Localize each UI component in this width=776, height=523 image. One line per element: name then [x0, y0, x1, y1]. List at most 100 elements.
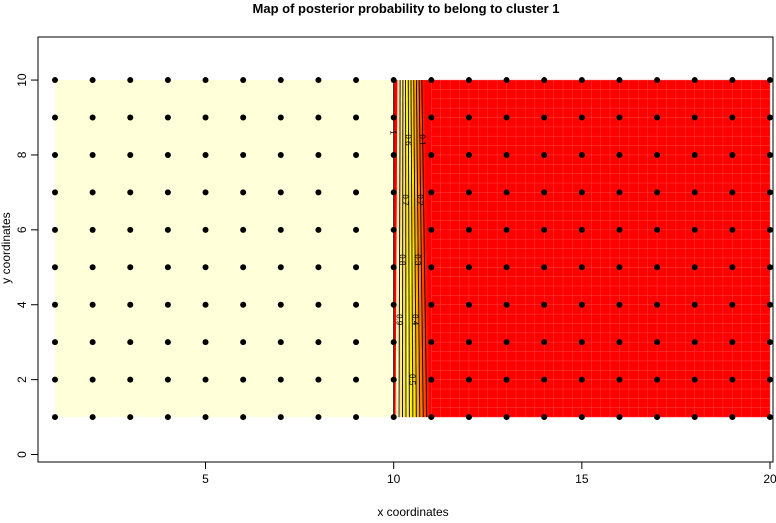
- contour-label: 0.9: [394, 314, 403, 326]
- grid-point: [278, 227, 284, 233]
- grid-point: [654, 264, 660, 270]
- x-tick-label: 5: [202, 472, 209, 486]
- grid-point: [203, 152, 209, 158]
- grid-point: [165, 414, 171, 420]
- grid-point: [616, 414, 622, 420]
- grid-point: [428, 302, 434, 308]
- grid-point: [466, 115, 472, 121]
- grid-point: [203, 227, 209, 233]
- grid-point: [165, 302, 171, 308]
- grid-point: [729, 377, 735, 383]
- grid-point: [165, 77, 171, 83]
- x-axis-label: x coordinates: [377, 505, 448, 518]
- grid-point: [52, 264, 58, 270]
- grid-point: [240, 77, 246, 83]
- grid-point: [315, 414, 321, 420]
- grid-point: [541, 115, 547, 121]
- grid-point: [203, 377, 209, 383]
- grid-point: [52, 152, 58, 158]
- grid-point: [504, 302, 510, 308]
- grid-point: [90, 264, 96, 270]
- grid-point: [90, 115, 96, 121]
- grid-point: [654, 339, 660, 345]
- grid-point: [767, 339, 773, 345]
- grid-point: [127, 77, 133, 83]
- grid-point: [52, 302, 58, 308]
- grid-point: [466, 152, 472, 158]
- grid-point: [90, 339, 96, 345]
- grid-point: [579, 302, 585, 308]
- grid-point: [504, 414, 510, 420]
- grid-point: [767, 302, 773, 308]
- grid-point: [165, 339, 171, 345]
- grid-point: [579, 115, 585, 121]
- grid-point: [52, 227, 58, 233]
- grid-point: [127, 302, 133, 308]
- grid-point: [278, 189, 284, 195]
- grid-point: [729, 115, 735, 121]
- grid-point: [579, 339, 585, 345]
- y-tick-label: 4: [15, 301, 29, 308]
- grid-point: [52, 77, 58, 83]
- contour-label: 0.5: [408, 374, 417, 386]
- x-tick-label: 10: [387, 472, 401, 486]
- grid-point: [52, 414, 58, 420]
- grid-point: [767, 414, 773, 420]
- grid-point: [315, 227, 321, 233]
- grid-point: [353, 152, 359, 158]
- grid-point: [428, 414, 434, 420]
- grid-point: [278, 115, 284, 121]
- grid-point: [127, 227, 133, 233]
- grid-point: [391, 302, 397, 308]
- grid-point: [579, 227, 585, 233]
- grid-point: [278, 264, 284, 270]
- grid-point: [353, 189, 359, 195]
- grid-point: [428, 264, 434, 270]
- grid-point: [90, 302, 96, 308]
- grid-point: [240, 115, 246, 121]
- grid-point: [278, 302, 284, 308]
- grid-point: [616, 115, 622, 121]
- grid-point: [315, 152, 321, 158]
- grid-point: [692, 264, 698, 270]
- grid-point: [466, 264, 472, 270]
- grid-point: [391, 339, 397, 345]
- grid-point: [127, 264, 133, 270]
- grid-point: [90, 377, 96, 383]
- grid-point: [90, 414, 96, 420]
- grid-point: [541, 339, 547, 345]
- contour-label: 0.4: [411, 314, 420, 326]
- grid-point: [541, 302, 547, 308]
- grid-point: [504, 115, 510, 121]
- grid-point: [541, 189, 547, 195]
- y-tick-label: 0: [15, 451, 29, 458]
- grid-point: [504, 77, 510, 83]
- grid-point: [127, 152, 133, 158]
- grid-point: [616, 227, 622, 233]
- grid-point: [579, 189, 585, 195]
- grid-point: [767, 152, 773, 158]
- grid-point: [278, 77, 284, 83]
- grid-point: [278, 414, 284, 420]
- grid-point: [391, 414, 397, 420]
- grid-point: [541, 377, 547, 383]
- grid-point: [165, 189, 171, 195]
- grid-point: [541, 152, 547, 158]
- high-probability-region: [55, 80, 394, 417]
- grid-point: [579, 77, 585, 83]
- grid-point: [90, 227, 96, 233]
- grid-point: [391, 227, 397, 233]
- grid-point: [165, 377, 171, 383]
- grid-point: [466, 377, 472, 383]
- grid-point: [616, 189, 622, 195]
- grid-point: [654, 77, 660, 83]
- grid-point: [240, 189, 246, 195]
- transition-strip: [404, 80, 405, 417]
- grid-point: [579, 377, 585, 383]
- grid-point: [654, 189, 660, 195]
- grid-point: [127, 115, 133, 121]
- grid-point: [90, 189, 96, 195]
- grid-point: [729, 339, 735, 345]
- grid-point: [541, 264, 547, 270]
